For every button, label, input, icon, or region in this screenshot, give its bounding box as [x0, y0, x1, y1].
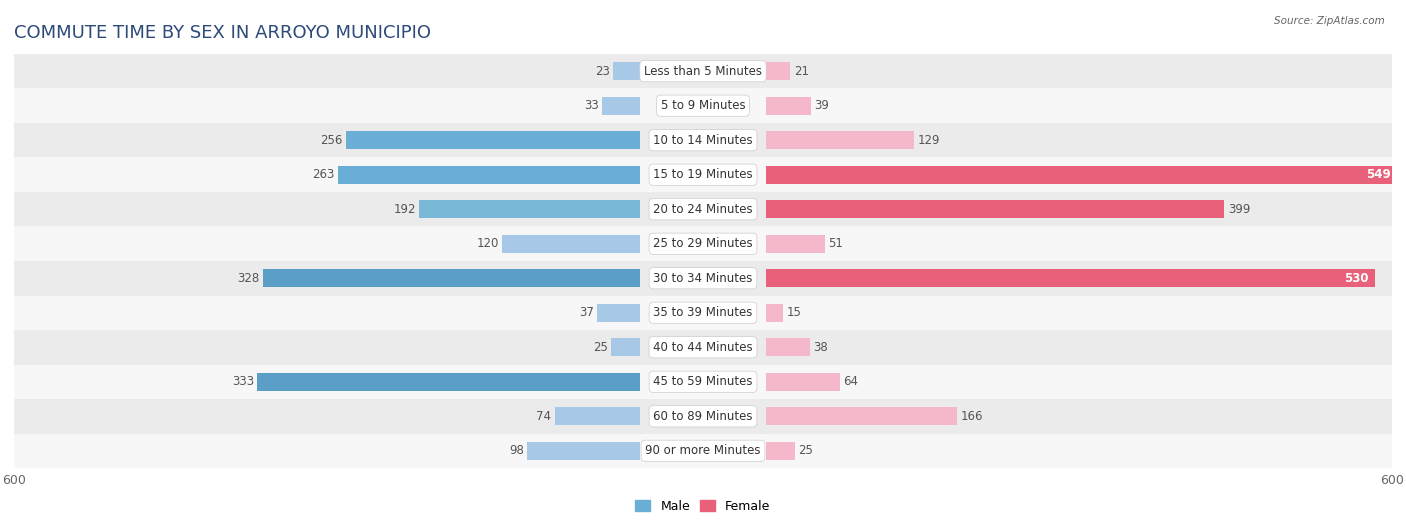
Bar — [257, 373, 640, 391]
Text: 399: 399 — [1227, 203, 1250, 216]
Bar — [337, 166, 640, 184]
Text: 256: 256 — [321, 134, 343, 147]
Text: 20 to 24 Minutes: 20 to 24 Minutes — [654, 203, 752, 216]
Bar — [14, 399, 1392, 434]
Text: 37: 37 — [579, 306, 593, 319]
Text: 64: 64 — [844, 375, 858, 388]
Text: 90 or more Minutes: 90 or more Minutes — [645, 444, 761, 457]
Text: 60 to 89 Minutes: 60 to 89 Minutes — [654, 410, 752, 423]
Bar — [766, 200, 1225, 218]
Text: 51: 51 — [828, 237, 844, 250]
Text: Source: ZipAtlas.com: Source: ZipAtlas.com — [1274, 16, 1385, 26]
Bar — [502, 235, 640, 253]
Bar — [14, 158, 1392, 192]
Bar — [766, 373, 839, 391]
Text: 15: 15 — [787, 306, 801, 319]
Bar — [14, 54, 1392, 88]
Text: 333: 333 — [232, 375, 254, 388]
Text: 15 to 19 Minutes: 15 to 19 Minutes — [654, 168, 752, 181]
Text: 74: 74 — [537, 410, 551, 423]
Text: 25: 25 — [799, 444, 813, 457]
Bar — [14, 434, 1392, 468]
Bar — [598, 304, 640, 322]
Bar — [14, 295, 1392, 330]
Text: 328: 328 — [238, 272, 260, 285]
Bar — [766, 97, 811, 115]
Bar — [419, 200, 640, 218]
Bar — [346, 131, 640, 149]
Legend: Male, Female: Male, Female — [630, 495, 776, 518]
Text: 263: 263 — [312, 168, 335, 181]
Bar — [766, 62, 790, 80]
Text: 45 to 59 Minutes: 45 to 59 Minutes — [654, 375, 752, 388]
Text: 530: 530 — [1344, 272, 1369, 285]
Bar — [612, 338, 640, 356]
Text: 33: 33 — [583, 99, 599, 112]
Bar — [766, 338, 810, 356]
Text: 21: 21 — [794, 65, 808, 78]
Bar — [555, 407, 640, 425]
Text: 549: 549 — [1367, 168, 1391, 181]
Bar — [766, 166, 1396, 184]
Bar — [263, 269, 640, 287]
Bar — [766, 442, 794, 460]
Bar — [14, 123, 1392, 158]
Text: 35 to 39 Minutes: 35 to 39 Minutes — [654, 306, 752, 319]
Text: 166: 166 — [960, 410, 983, 423]
Text: COMMUTE TIME BY SEX IN ARROYO MUNICIPIO: COMMUTE TIME BY SEX IN ARROYO MUNICIPIO — [14, 25, 432, 42]
Text: 25 to 29 Minutes: 25 to 29 Minutes — [654, 237, 752, 250]
Text: 5 to 9 Minutes: 5 to 9 Minutes — [661, 99, 745, 112]
Bar — [766, 407, 956, 425]
Text: 129: 129 — [918, 134, 941, 147]
Bar — [527, 442, 640, 460]
Bar — [14, 227, 1392, 261]
Text: 98: 98 — [509, 444, 524, 457]
Text: 38: 38 — [813, 341, 828, 354]
Text: 25: 25 — [593, 341, 607, 354]
Bar — [14, 192, 1392, 227]
Text: 30 to 34 Minutes: 30 to 34 Minutes — [654, 272, 752, 285]
Bar — [766, 235, 825, 253]
Text: 192: 192 — [394, 203, 416, 216]
Bar — [14, 261, 1392, 295]
Text: Less than 5 Minutes: Less than 5 Minutes — [644, 65, 762, 78]
Bar — [14, 330, 1392, 364]
Bar — [613, 62, 640, 80]
Bar — [766, 131, 914, 149]
Text: 40 to 44 Minutes: 40 to 44 Minutes — [654, 341, 752, 354]
Bar — [766, 304, 783, 322]
Text: 120: 120 — [477, 237, 499, 250]
Bar — [14, 88, 1392, 123]
Text: 39: 39 — [814, 99, 830, 112]
Bar — [766, 269, 1375, 287]
Text: 10 to 14 Minutes: 10 to 14 Minutes — [654, 134, 752, 147]
Bar — [14, 364, 1392, 399]
Bar — [602, 97, 640, 115]
Text: 23: 23 — [595, 65, 610, 78]
